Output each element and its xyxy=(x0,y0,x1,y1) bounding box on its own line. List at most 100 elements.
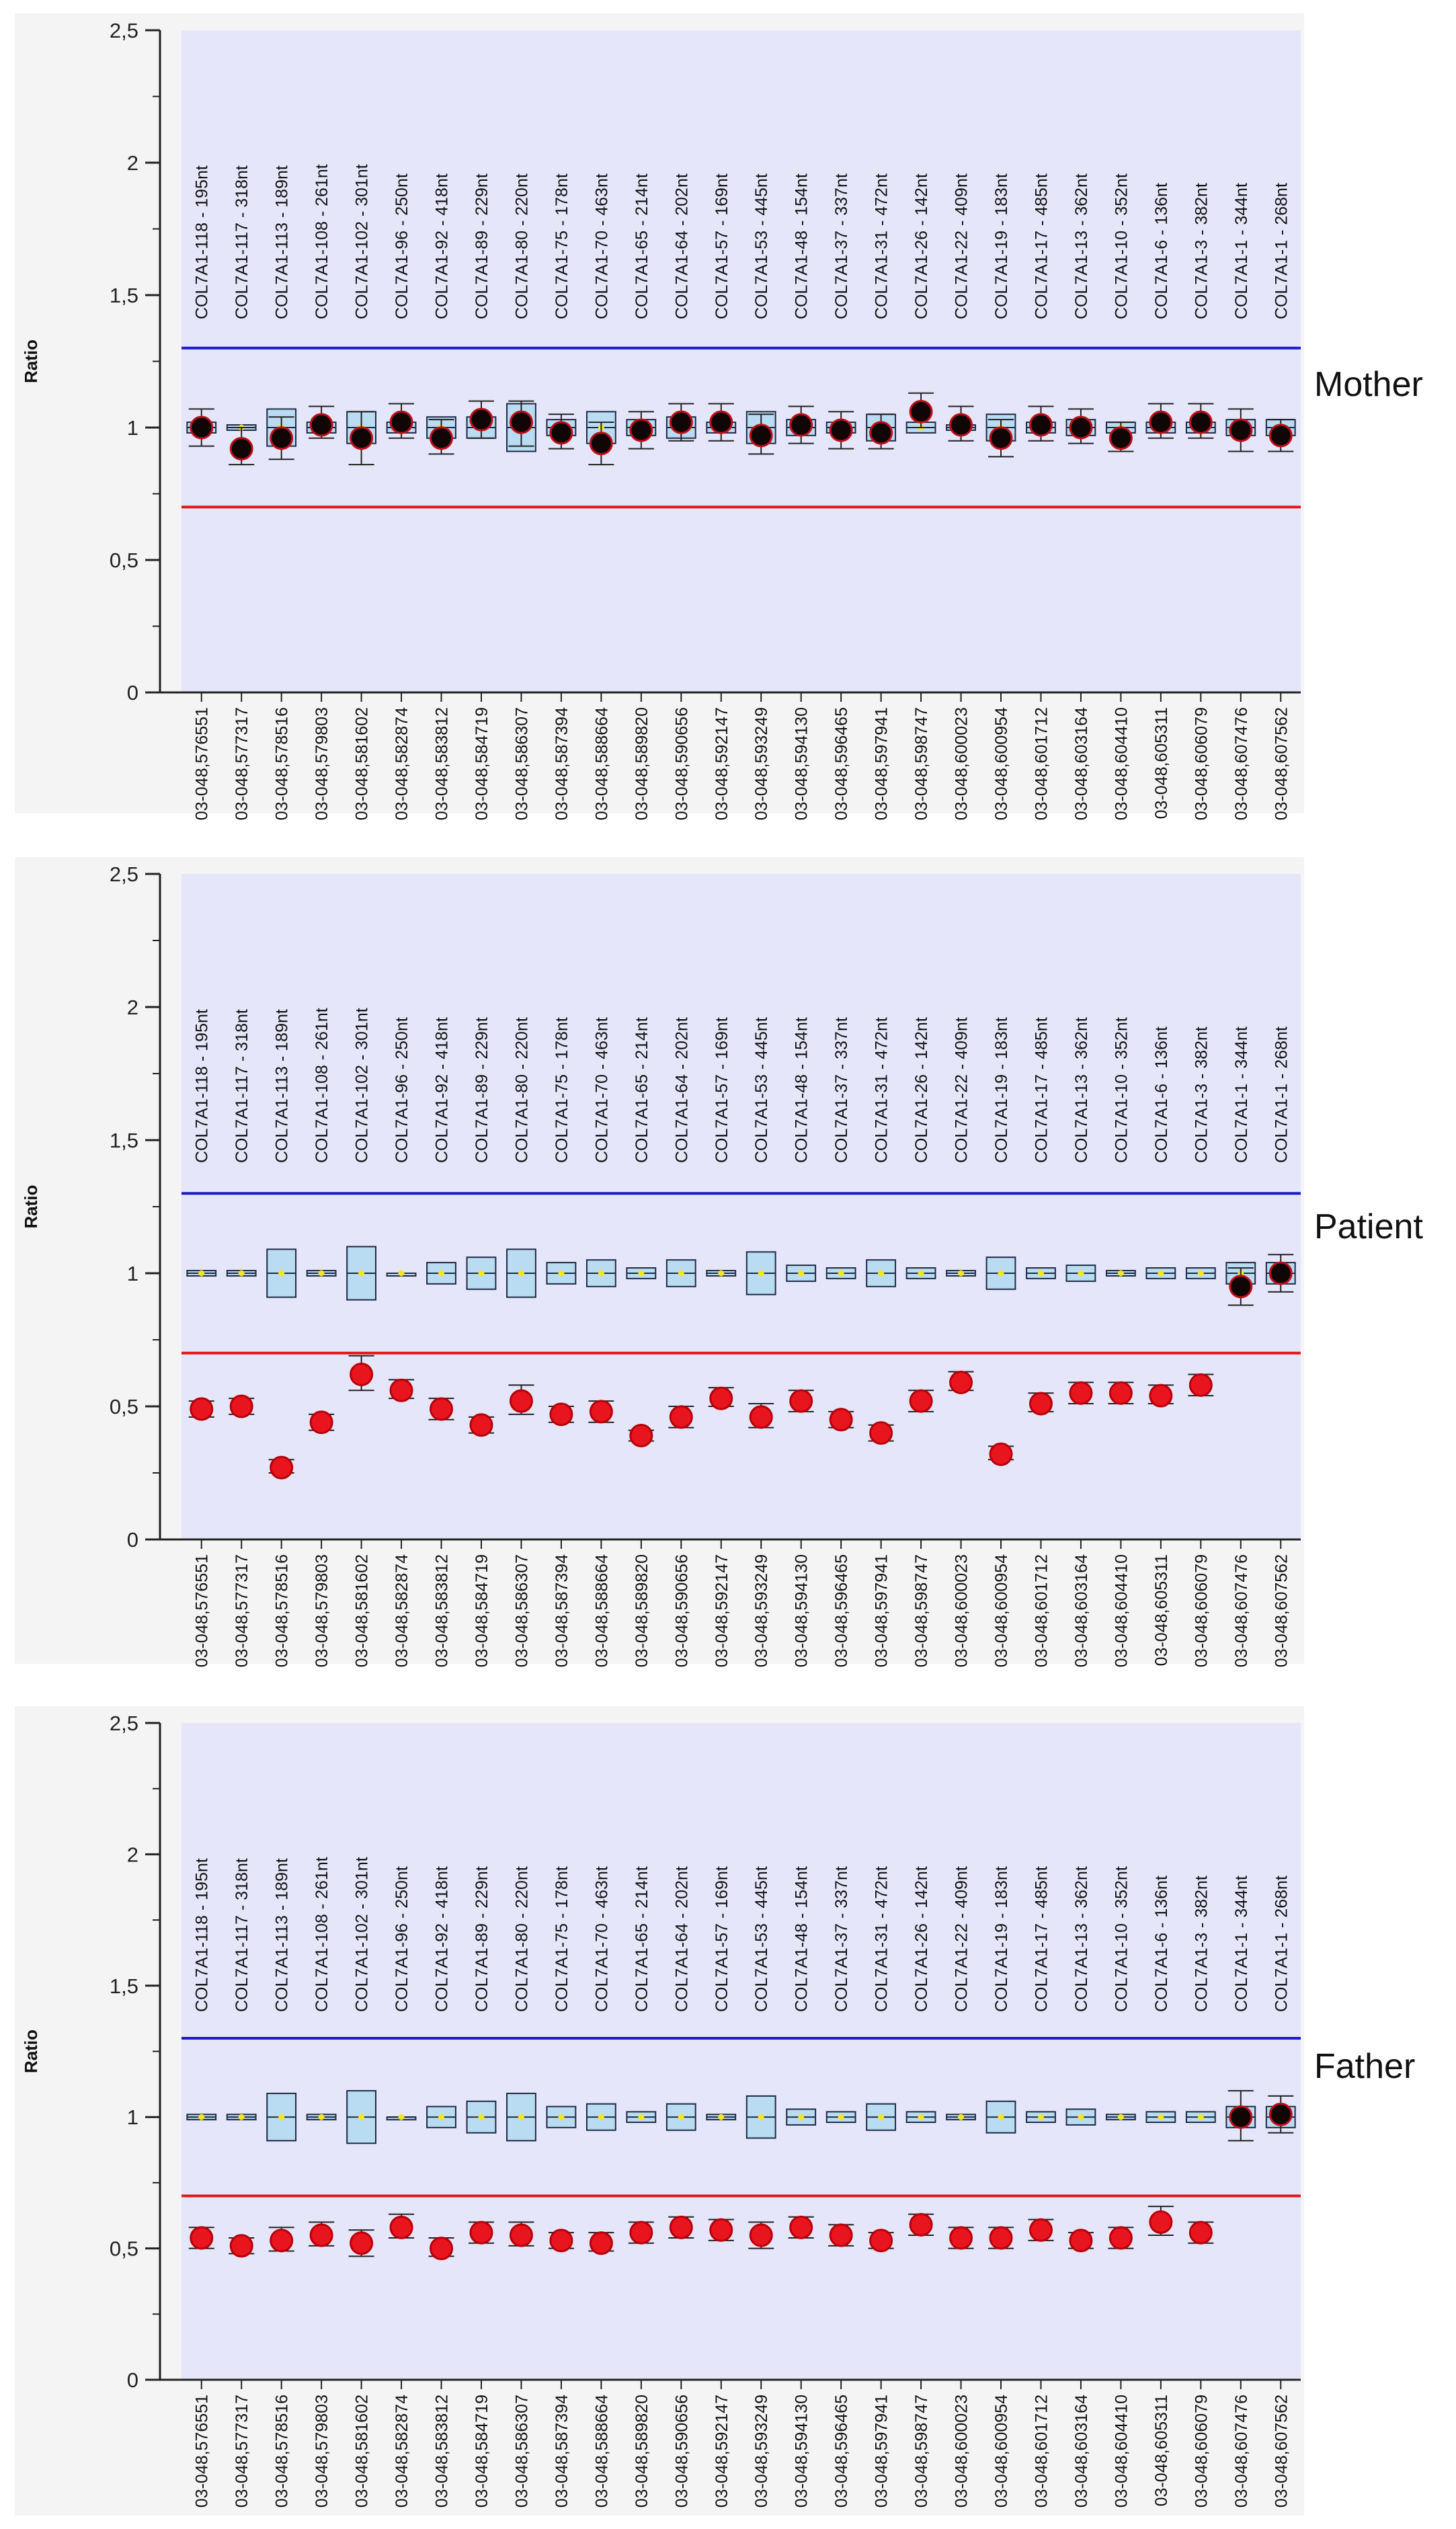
probe-label: COL7A1-22 - 409nt xyxy=(953,1017,971,1163)
sample-ratio-dot xyxy=(949,1370,973,1394)
sample-ratio-dot xyxy=(1108,1381,1133,1405)
x-tick-label: 03-048,598747 xyxy=(912,707,931,820)
probe-label: COL7A1-22 - 409nt xyxy=(953,1866,971,2012)
panel-label-mother: Mother xyxy=(1314,365,1423,404)
x-tick-label: 03-048,581602 xyxy=(353,1554,372,1667)
probe-label: COL7A1-117 - 318nt xyxy=(233,1009,251,1163)
box-median-marker xyxy=(798,1270,805,1277)
y-tick-label: 0 xyxy=(127,2368,138,2392)
probe-label: COL7A1-118 - 195nt xyxy=(193,1858,212,2012)
x-tick-label: 03-048,592147 xyxy=(713,2395,731,2507)
probe-label: COL7A1-102 - 301nt xyxy=(353,164,372,319)
probe-label: COL7A1-96 - 250nt xyxy=(393,1866,411,2012)
sample-ratio-dot xyxy=(1108,2226,1133,2250)
sample-ratio-dot xyxy=(669,1405,693,1429)
box-median-marker xyxy=(278,1270,285,1277)
sample-ratio-dot xyxy=(190,1397,214,1421)
box-median-marker xyxy=(718,2114,725,2120)
sample-ratio-dot xyxy=(509,2223,533,2247)
x-tick-label: 03-048,583812 xyxy=(433,707,452,820)
probe-label: COL7A1-6 - 136nt xyxy=(1152,1027,1171,1163)
x-tick-label: 03-048,586307 xyxy=(512,2395,531,2507)
sample-ratio-dot xyxy=(869,1421,893,1445)
x-tick-label: 03-048,607476 xyxy=(1232,1554,1251,1667)
x-tick-label: 03-048,579803 xyxy=(313,707,331,820)
probe-label: COL7A1-89 - 229nt xyxy=(473,1866,491,2012)
sample-ratio-dot xyxy=(1069,415,1093,440)
sample-ratio-dot xyxy=(549,2229,573,2253)
x-tick-label: 03-048,600954 xyxy=(992,1554,1011,1667)
probe-label: COL7A1-37 - 337nt xyxy=(832,1017,851,1163)
x-tick-label: 03-048,597941 xyxy=(873,1554,891,1667)
probe-label: COL7A1-53 - 445nt xyxy=(752,1866,771,2012)
probe-label: COL7A1-26 - 142nt xyxy=(912,1866,931,2012)
box-median-marker xyxy=(1078,2114,1084,2120)
probe-label: COL7A1-70 - 463nt xyxy=(592,1017,611,1163)
probe-label: COL7A1-6 - 136nt xyxy=(1152,1876,1171,2012)
x-tick-label: 03-048,578516 xyxy=(273,707,292,820)
x-tick-label: 03-048,579803 xyxy=(313,1554,331,1667)
y-tick-label: 1,5 xyxy=(110,284,138,307)
probe-label: COL7A1-53 - 445nt xyxy=(752,173,771,319)
sample-ratio-dot xyxy=(469,1413,493,1437)
x-tick-label: 03-048,587394 xyxy=(553,2395,571,2507)
probe-label: COL7A1-19 - 183nt xyxy=(992,1017,1011,1163)
probe-label: COL7A1-89 - 229nt xyxy=(473,1017,491,1163)
box-median-marker xyxy=(878,1270,885,1277)
y-tick-label: 0 xyxy=(127,681,138,705)
probe-label: COL7A1-65 - 214nt xyxy=(633,1866,651,2012)
x-tick-label: 03-048,581602 xyxy=(353,2395,372,2507)
sample-ratio-dot xyxy=(1268,1261,1293,1285)
sample-ratio-dot xyxy=(589,2231,613,2255)
probe-label: COL7A1-102 - 301nt xyxy=(353,1008,372,1163)
box-median-marker xyxy=(638,1270,645,1277)
y-tick-label: 1 xyxy=(127,1262,138,1285)
sample-ratio-dot xyxy=(1188,1373,1213,1397)
box-median-marker xyxy=(678,2114,684,2120)
box-median-marker xyxy=(718,1270,725,1277)
sample-ratio-dot xyxy=(909,2212,933,2237)
x-tick-label: 03-048,601712 xyxy=(1032,1554,1051,1667)
x-tick-label: 03-048,604410 xyxy=(1112,1554,1131,1667)
x-tick-label: 03-048,577317 xyxy=(233,1554,251,1667)
box-median-marker xyxy=(998,1270,1004,1277)
x-tick-label: 03-048,594130 xyxy=(793,707,811,820)
sample-ratio-dot xyxy=(350,1362,374,1386)
y-tick-label: 0 xyxy=(127,1528,138,1552)
box-median-marker xyxy=(838,1270,844,1277)
box-median-marker xyxy=(318,2114,325,2120)
x-tick-label: 03-048,594130 xyxy=(793,1554,811,1667)
x-tick-label: 03-048,593249 xyxy=(752,707,771,820)
box-median-marker xyxy=(358,1270,365,1277)
probe-label: COL7A1-65 - 214nt xyxy=(633,1017,651,1163)
sample-ratio-dot xyxy=(709,1386,733,1410)
sample-ratio-dot xyxy=(629,1424,653,1448)
probe-label: COL7A1-17 - 485nt xyxy=(1032,1017,1051,1163)
box-median-marker xyxy=(1117,2114,1124,2120)
probe-label: COL7A1-37 - 337nt xyxy=(832,173,851,319)
box-median-marker xyxy=(318,1270,325,1277)
sample-ratio-dot xyxy=(430,2237,454,2261)
box-median-marker xyxy=(1158,2114,1164,2120)
probe-label: COL7A1-113 - 189nt xyxy=(273,1858,292,2012)
sample-ratio-dot xyxy=(469,2220,493,2245)
sample-ratio-dot xyxy=(309,2223,333,2247)
x-tick-label: 03-048,589820 xyxy=(633,1554,651,1667)
x-tick-label: 03-048,607562 xyxy=(1272,1554,1291,1667)
x-tick-label: 03-048,596465 xyxy=(832,707,851,820)
x-tick-label: 03-048,600023 xyxy=(953,1554,971,1667)
box-median-marker xyxy=(598,2114,604,2120)
x-tick-label: 03-048,590656 xyxy=(672,1554,691,1667)
box-median-marker xyxy=(478,2114,485,2120)
probe-label: COL7A1-1 - 344nt xyxy=(1232,1027,1251,1163)
box-median-marker xyxy=(798,2114,805,2120)
sample-ratio-dot xyxy=(389,2215,413,2239)
x-tick-label: 03-048,592147 xyxy=(713,707,731,820)
x-tick-label: 03-048,607476 xyxy=(1232,707,1251,820)
sample-ratio-dot xyxy=(669,2215,693,2239)
probe-label: COL7A1-1 - 344nt xyxy=(1232,183,1251,319)
sample-ratio-dot xyxy=(989,2226,1013,2250)
probe-label: COL7A1-17 - 485nt xyxy=(1032,173,1051,319)
probe-label: COL7A1-70 - 463nt xyxy=(592,1866,611,2012)
